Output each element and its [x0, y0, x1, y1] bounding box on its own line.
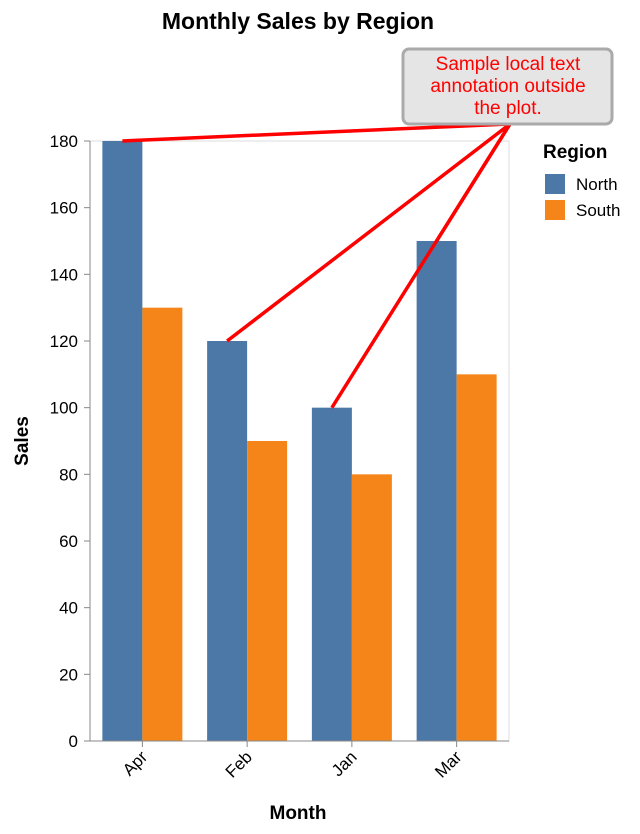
annotation-text-line: Sample local text — [436, 54, 581, 75]
legend-title: Region — [543, 142, 607, 163]
annotation-line-mar — [435, 123, 512, 242]
y-tick-label: 100 — [50, 399, 78, 418]
x-axis-title: Month — [270, 803, 327, 824]
y-tick-label: 120 — [50, 332, 78, 351]
legend: North South — [545, 174, 620, 220]
annotation-line-feb — [226, 122, 512, 343]
annotation-text-line: annotation outside — [430, 76, 585, 97]
legend-label-north: North — [576, 175, 618, 194]
legend-swatch-north — [545, 174, 565, 194]
bar-south-mar — [456, 374, 497, 741]
x-tick-label: Mar — [431, 747, 465, 781]
x-tick-label: Feb — [222, 747, 256, 781]
y-tick-label: 140 — [50, 265, 78, 284]
annotation-line-apr — [122, 122, 511, 143]
bar-north-jan — [311, 407, 352, 741]
y-axis-title: Sales — [12, 416, 33, 466]
x-tick-label: Apr — [119, 747, 151, 779]
bar-south-apr — [142, 307, 183, 741]
y-tick-label: 80 — [59, 465, 78, 484]
plot-area: 0 20 40 60 80 100 120 140 160 180 Apr Feb Jan Mar — [50, 132, 510, 782]
annotation-box — [401, 47, 614, 126]
legend-label-south: South — [576, 201, 620, 220]
x-tick-label: Jan — [328, 747, 361, 780]
bar-south-feb — [247, 441, 288, 741]
y-tick-label: 40 — [59, 599, 78, 618]
bar-north-apr — [102, 141, 143, 741]
legend-swatch-south — [545, 200, 565, 220]
bar-south-jan — [351, 474, 392, 741]
y-tick-label: 20 — [59, 665, 78, 684]
y-tick-label: 180 — [50, 132, 78, 151]
bar-north-feb — [207, 341, 248, 741]
y-tick-label: 60 — [59, 532, 78, 551]
bar-north-mar — [416, 241, 457, 741]
annotation-text-line: the plot. — [474, 98, 542, 119]
chart-title: Monthly Sales by Region — [162, 8, 434, 34]
y-tick-label: 160 — [50, 199, 78, 218]
y-tick-label: 0 — [69, 732, 78, 751]
